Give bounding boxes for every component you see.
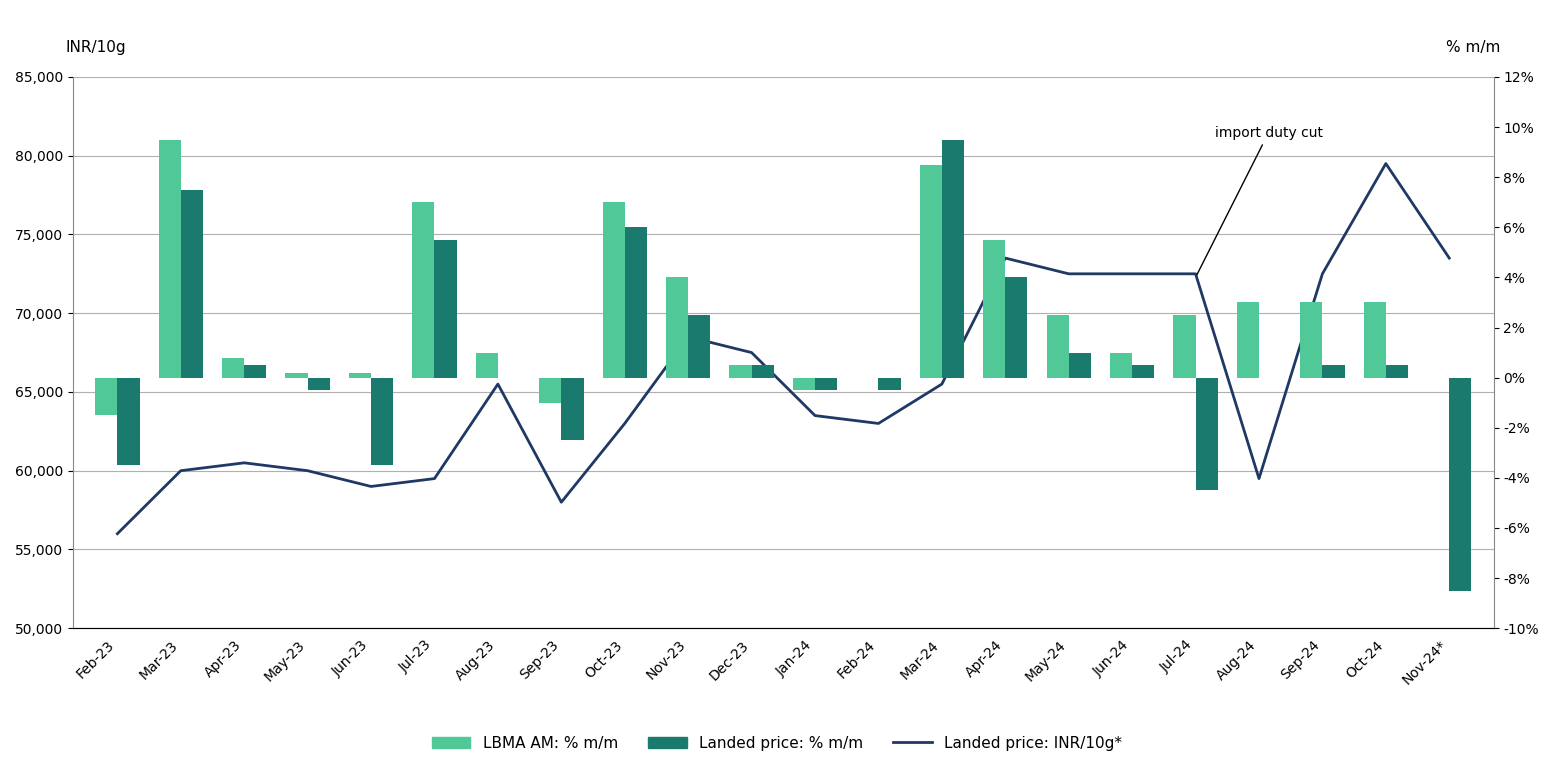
- Landed price: INR/10g*: (9, 6.85e+04): INR/10g*: (9, 6.85e+04): [679, 332, 698, 341]
- Bar: [920, 164, 942, 378]
- Landed price: INR/10g*: (10, 6.75e+04): INR/10g*: (10, 6.75e+04): [743, 348, 761, 357]
- Landed price: INR/10g*: (17, 7.25e+04): INR/10g*: (17, 7.25e+04): [1186, 269, 1204, 279]
- Line: Landed price: INR/10g*: Landed price: INR/10g*: [118, 164, 1450, 533]
- Legend: LBMA AM: % m/m, Landed price: % m/m, Landed price: INR/10g*: LBMA AM: % m/m, Landed price: % m/m, Lan…: [426, 730, 1128, 757]
- Bar: [539, 378, 561, 403]
- Text: import duty cut: import duty cut: [1197, 126, 1322, 275]
- Landed price: INR/10g*: (15, 7.25e+04): INR/10g*: (15, 7.25e+04): [1060, 269, 1078, 279]
- Bar: [1450, 378, 1472, 591]
- Landed price: INR/10g*: (1, 6e+04): INR/10g*: (1, 6e+04): [171, 466, 190, 476]
- Landed price: INR/10g*: (14, 7.35e+04): INR/10g*: (14, 7.35e+04): [996, 253, 1015, 262]
- Bar: [1195, 378, 1218, 490]
- Landed price: INR/10g*: (13, 6.55e+04): INR/10g*: (13, 6.55e+04): [932, 380, 951, 389]
- Bar: [1133, 365, 1155, 378]
- Bar: [286, 373, 308, 378]
- Landed price: INR/10g*: (19, 7.25e+04): INR/10g*: (19, 7.25e+04): [1313, 269, 1332, 279]
- Bar: [688, 315, 710, 378]
- Bar: [878, 378, 901, 390]
- Bar: [942, 140, 963, 378]
- Bar: [1110, 353, 1133, 378]
- Bar: [1301, 303, 1322, 378]
- Landed price: INR/10g*: (18, 5.95e+04): INR/10g*: (18, 5.95e+04): [1249, 474, 1268, 483]
- Landed price: INR/10g*: (2, 6.05e+04): INR/10g*: (2, 6.05e+04): [235, 459, 253, 468]
- Bar: [1046, 315, 1069, 378]
- Landed price: INR/10g*: (21, 7.35e+04): INR/10g*: (21, 7.35e+04): [1441, 253, 1459, 262]
- Bar: [348, 373, 371, 378]
- Bar: [603, 202, 625, 378]
- Bar: [159, 140, 180, 378]
- Landed price: INR/10g*: (4, 5.9e+04): INR/10g*: (4, 5.9e+04): [362, 482, 381, 491]
- Bar: [1237, 303, 1259, 378]
- Bar: [667, 277, 688, 378]
- Bar: [1386, 365, 1408, 378]
- Bar: [435, 240, 457, 378]
- Bar: [984, 240, 1005, 378]
- Bar: [476, 353, 497, 378]
- Bar: [95, 378, 118, 415]
- Bar: [1069, 353, 1091, 378]
- Landed price: INR/10g*: (11, 6.35e+04): INR/10g*: (11, 6.35e+04): [805, 411, 824, 420]
- Bar: [308, 378, 329, 390]
- Bar: [561, 378, 584, 440]
- Bar: [793, 378, 814, 390]
- Landed price: INR/10g*: (20, 7.95e+04): INR/10g*: (20, 7.95e+04): [1377, 159, 1395, 168]
- Bar: [1364, 303, 1386, 378]
- Bar: [1005, 277, 1027, 378]
- Bar: [729, 365, 752, 378]
- Landed price: INR/10g*: (12, 6.3e+04): INR/10g*: (12, 6.3e+04): [869, 419, 887, 428]
- Landed price: INR/10g*: (7, 5.8e+04): INR/10g*: (7, 5.8e+04): [552, 498, 570, 507]
- Landed price: INR/10g*: (0, 5.6e+04): INR/10g*: (0, 5.6e+04): [109, 529, 127, 538]
- Bar: [814, 378, 838, 390]
- Landed price: INR/10g*: (3, 6e+04): INR/10g*: (3, 6e+04): [298, 466, 317, 476]
- Text: % m/m: % m/m: [1447, 40, 1501, 55]
- Bar: [752, 365, 774, 378]
- Bar: [244, 365, 266, 378]
- Landed price: INR/10g*: (5, 5.95e+04): INR/10g*: (5, 5.95e+04): [426, 474, 444, 483]
- Bar: [1173, 315, 1195, 378]
- Bar: [371, 378, 393, 466]
- Bar: [1322, 365, 1344, 378]
- Bar: [625, 227, 646, 378]
- Text: INR/10g: INR/10g: [65, 40, 126, 55]
- Bar: [118, 378, 140, 466]
- Landed price: INR/10g*: (8, 6.3e+04): INR/10g*: (8, 6.3e+04): [615, 419, 634, 428]
- Bar: [412, 202, 435, 378]
- Bar: [180, 190, 204, 378]
- Landed price: INR/10g*: (6, 6.55e+04): INR/10g*: (6, 6.55e+04): [488, 380, 507, 389]
- Bar: [222, 357, 244, 378]
- Landed price: INR/10g*: (16, 7.25e+04): INR/10g*: (16, 7.25e+04): [1124, 269, 1142, 279]
